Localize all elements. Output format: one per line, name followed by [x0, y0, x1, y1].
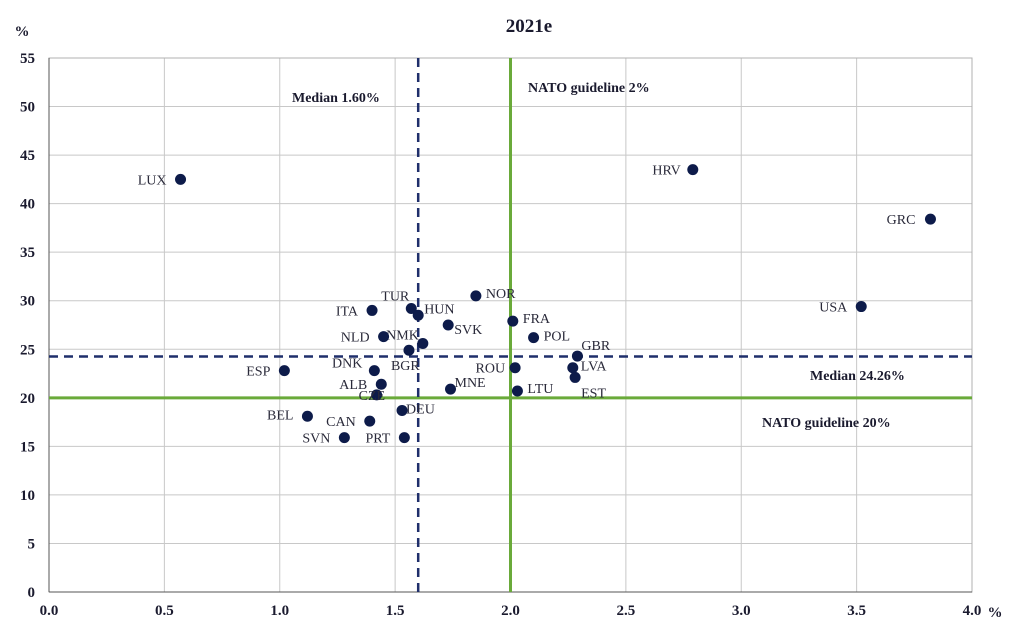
data-point	[371, 389, 383, 401]
x-tick-label: 4.0	[963, 603, 982, 619]
x-tick-label: 2.0	[501, 603, 520, 619]
data-point	[366, 304, 378, 316]
y-tick-label: 50	[20, 100, 35, 116]
data-point-label: DNK	[332, 357, 362, 372]
data-point-label: SVN	[302, 432, 330, 447]
x-tick-label: 1.0	[270, 603, 289, 619]
data-point-label: LVA	[581, 360, 608, 375]
data-point-label: GBR	[581, 339, 610, 354]
data-point	[445, 383, 457, 395]
data-point	[417, 337, 429, 349]
data-point	[507, 315, 519, 327]
y-tick-label: 0	[28, 585, 36, 601]
data-point	[509, 362, 521, 374]
data-point-label: HRV	[652, 164, 680, 179]
data-point-label: LTU	[527, 382, 553, 397]
data-point-label: PRT	[366, 432, 391, 447]
data-point	[470, 290, 482, 302]
data-point	[175, 173, 187, 185]
data-point-label: GRC	[887, 213, 916, 228]
data-point-label: USA	[819, 301, 848, 316]
data-point	[571, 350, 583, 362]
y-tick-label: 55	[20, 51, 35, 67]
data-point-label: EST	[581, 386, 606, 401]
data-point-label: ESP	[246, 365, 270, 380]
data-point	[301, 410, 313, 422]
data-point-label: SVK	[454, 323, 482, 338]
data-point	[567, 362, 579, 374]
y-tick-label: 5	[28, 536, 36, 552]
y-tick-label: 45	[20, 148, 35, 164]
data-point-label: CAN	[326, 415, 356, 430]
data-point-label: NOR	[486, 287, 516, 302]
data-point	[375, 378, 387, 390]
data-point-label: NMK	[386, 328, 419, 343]
data-point-label: HUN	[424, 302, 454, 317]
data-point-label: BGR	[391, 359, 420, 374]
y-tick-label: 35	[20, 245, 35, 261]
data-point	[368, 365, 380, 377]
data-point-label: NLD	[341, 331, 370, 346]
chart-title: 2021e	[506, 16, 552, 37]
data-point	[278, 365, 290, 377]
data-point	[412, 309, 424, 321]
data-point	[378, 331, 390, 343]
y-tick-label: 30	[20, 294, 35, 310]
data-point	[405, 302, 417, 314]
data-point-label: MNE	[455, 376, 486, 391]
data-point	[338, 432, 350, 444]
y-axis-ticks: 0 5 10 15 20 25 30 35 40 45 50 55	[20, 51, 35, 601]
y-tick-label: 25	[20, 342, 35, 358]
data-point-label: CZE	[359, 389, 385, 404]
nato-guideline-label: NATO guideline 2%	[528, 81, 650, 96]
data-point	[364, 415, 376, 427]
data-point-label: ROU	[476, 362, 506, 377]
y-tick-label: 40	[20, 197, 35, 213]
data-point	[569, 371, 581, 383]
median-label: Median 24.26%	[810, 369, 905, 384]
data-point-label: FRA	[523, 312, 551, 327]
data-point	[442, 319, 454, 331]
data-point	[855, 301, 867, 313]
data-point	[511, 385, 523, 397]
data-point-label: POL	[544, 330, 570, 345]
data-point	[528, 332, 540, 344]
y-tick-label: 20	[20, 391, 35, 407]
y-tick-label: 15	[20, 439, 35, 455]
nato-guideline-label: NATO guideline 20%	[762, 416, 891, 431]
x-tick-label: 0.0	[40, 603, 59, 619]
data-point-label: BEL	[267, 408, 293, 423]
data-point-label: TUR	[381, 289, 410, 304]
x-axis-unit: %	[988, 605, 1003, 621]
data-point-label: ALB	[339, 378, 367, 393]
data-points: LUX HRV GRC USA NOR TUR HUN ITA FRA SVK NMK NLD POL G…	[138, 164, 936, 447]
y-axis-unit: %	[15, 24, 30, 40]
x-tick-label: 0.5	[155, 603, 174, 619]
data-point	[398, 432, 410, 444]
data-point	[687, 164, 699, 176]
x-tick-label: 2.5	[617, 603, 636, 619]
data-point	[403, 344, 415, 356]
x-axis-ticks: 0.0 0.5 1.0 1.5 2.0 2.5 3.0 3.5 4.0	[40, 603, 982, 619]
y-tick-label: 10	[20, 488, 35, 504]
x-tick-label: 1.5	[386, 603, 405, 619]
data-point-label: LUX	[138, 173, 167, 188]
x-tick-label: 3.0	[732, 603, 751, 619]
data-point-label: DEU	[406, 402, 435, 417]
x-tick-label: 3.5	[847, 603, 866, 619]
median-label: Median 1.60%	[292, 91, 380, 106]
data-point	[924, 213, 936, 225]
data-point-label: ITA	[336, 304, 359, 319]
data-point	[396, 404, 408, 416]
